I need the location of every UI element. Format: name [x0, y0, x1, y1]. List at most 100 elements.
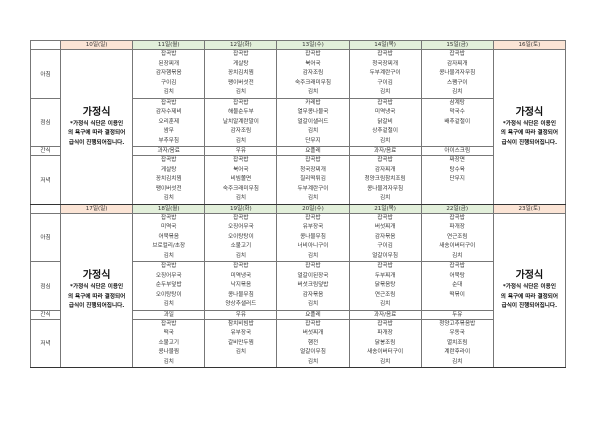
home-meal-title: 가정식: [82, 106, 111, 118]
meal-cell-snack: 두유: [420, 309, 494, 320]
meal-label: 간식: [29, 146, 62, 156]
menu-item: 낙지볶음: [230, 282, 252, 288]
menu-item: 꽁치김치찜: [227, 70, 254, 76]
menu-item: 김치: [235, 195, 246, 201]
menu-item: 팽이버섯전: [155, 185, 182, 192]
meal-cell-dinner: 잡곡밥 파개장 닭봉조림 새송이버터구이 김치: [348, 318, 422, 368]
meal-cell-lunch: 잡곡밥 미역냉국 낙지볶음 콩나물무침 양상추샐러드: [204, 261, 278, 311]
menu-item: 잡곡밥: [449, 51, 465, 57]
menu-item: 감자조림: [230, 128, 252, 134]
menu-item: 김치: [307, 301, 319, 307]
meal-label: 저녁: [29, 155, 62, 205]
meal-cell-snack: 과자/음료: [348, 309, 422, 320]
menu-item: 잡곡밥: [377, 99, 393, 106]
menu-item: 참치비빔밥: [227, 320, 254, 327]
home-meal-title: 가정식: [515, 270, 544, 281]
menu-item: 김치: [163, 89, 174, 95]
day-header: 19일(화): [204, 203, 278, 214]
menu-item: 상추겉절이: [372, 128, 398, 134]
menu-item: 어묵볶음: [158, 233, 180, 240]
meal-label: 점심: [29, 97, 62, 147]
meal-cell-dinner: 잡곡밥 버섯찌개 햄전 얼갈이무침 김치: [276, 318, 350, 368]
meal-cell-snack: 우유: [204, 146, 278, 156]
menu-item: 게살탕: [161, 166, 177, 173]
menu-item: 어묵탕: [449, 272, 465, 279]
menu-item: 북어국: [233, 166, 249, 173]
menu-item: 멸치조림: [446, 339, 468, 346]
menu-item: 잡곡밥: [305, 157, 321, 163]
menu-item: 숙주크래미무침: [222, 185, 259, 192]
menu-item: 콩나물무침: [227, 291, 254, 298]
menu-item: 김치: [163, 252, 174, 259]
meal-cell-breakfast: 잡곡밥 미역국 어묵볶음 브로컬리/초장 김치: [132, 212, 206, 262]
menu-item: 배추겉절이: [444, 118, 471, 125]
menu-item: 감자조림: [302, 70, 324, 76]
meal-row-dinner: 저녁 잡곡밥 게살탕 꽁치김치찜 팽이버섯전 김치 잡곡밥 북어국 비빔쫄면 숙주크래미무침 김치 잡…: [29, 155, 566, 205]
menu-item: 잡곡밥: [449, 263, 465, 269]
home-meal-note: 의 욕구에 따라 결정되어: [500, 130, 559, 136]
menu-item: 부추무침: [158, 137, 180, 144]
week-header-row: 17일(일) 18일(월) 19일(화) 20일(수) 21일(목) 22일(금) 23일(…: [29, 203, 567, 214]
menu-item: 버섯찌개: [302, 330, 324, 336]
meal-cell-dinner: 참치비빔밥 유부장국 갈비만두찜 김치: [204, 318, 278, 368]
meal-row-snack: 간식 과자/음료 우유 요플레 과자/음료 아이스크림: [29, 146, 566, 156]
menu-item: 김치: [452, 358, 463, 365]
menu-item: 청양크림참치조림: [364, 176, 406, 182]
meal-cell-breakfast: 잡곡밥 게살탕 꽁치김치찜 팽이버섯전 김치: [204, 49, 278, 99]
meal-cell-breakfast: 잡곡밥 유부장국 콩나물무침 너비아니구이 김치: [276, 212, 350, 262]
home-meal-note: 급식이 진행되어집니다.: [68, 303, 125, 309]
menu-item: 잡곡밥: [377, 157, 393, 163]
home-meal-note: 급식이 진행되어집니다.: [501, 139, 558, 146]
meal-label: 점심: [29, 261, 62, 311]
menu-item: 김치: [163, 301, 174, 307]
corner-cell: [29, 203, 62, 214]
meal-cell-dinner: 잡곡밥 청국장찌개 칠리떡튀김 두부계란구이 김치: [276, 155, 350, 205]
menu-item: 미역냉국: [230, 272, 252, 279]
meal-cell-dinner: 잡곡밥 북어국 비빔쫄면 숙주크래미무침 김치: [204, 155, 278, 205]
menu-item: 잡곡밥: [233, 99, 249, 106]
meal-cell-snack: 아이스크림: [420, 146, 494, 156]
day-header: 16일(토): [492, 40, 567, 50]
menu-item: 떡국: [163, 330, 174, 336]
menu-item: 열무콩나물국: [297, 109, 329, 115]
menu-item: 파개장: [449, 224, 465, 230]
day-header: 21일(목): [348, 203, 422, 214]
menu-item: [422, 137, 492, 146]
menu-item: 김치: [379, 301, 391, 307]
menu-item: [422, 127, 492, 137]
menu-item: 잡곡밥: [161, 320, 177, 327]
menu-item: 김치: [379, 137, 391, 144]
menu-item: 잡곡밥: [161, 263, 177, 269]
menu-item: 감자수제비: [155, 109, 182, 115]
menu-item: 떡볶이: [449, 291, 465, 298]
menu-item: 갈비만두찜: [227, 339, 254, 346]
day-header: 23일(토): [492, 203, 567, 214]
home-meal-note: *가정식 식단은 이용인: [502, 284, 556, 290]
menu-item: 김치: [379, 358, 391, 365]
meal-row-snack: 간식 과일 우유 요플레 과자/음료 두유: [29, 309, 566, 320]
menu-item: 게살탕: [233, 60, 249, 67]
meal-cell-snack: 과자/음료: [348, 146, 422, 156]
home-meal-note: 의 욕구에 따라 결정되어: [500, 293, 559, 300]
meal-label: 저녁: [29, 318, 62, 368]
menu-item: 두부찌개: [374, 272, 396, 279]
menu-item: 닭갈비: [377, 118, 393, 125]
home-meal-note: 급식이 진행되어집니다.: [501, 303, 558, 309]
meal-cell-snack: 우유: [204, 309, 278, 320]
menu-item: 김치: [452, 89, 463, 95]
menu-item: 유부장국: [230, 330, 252, 336]
menu-item: 김치: [307, 195, 319, 201]
week-header-row: 10일(일) 11일(월) 12일(화) 13일(수) 14일(목) 15일(금) 16일(…: [29, 40, 567, 50]
menu-item: 숙주크래미무침: [294, 79, 331, 86]
menu-item: 쌈무: [163, 128, 174, 134]
menu-item: 짜장면: [449, 157, 465, 163]
menu-item: 청국장찌개: [300, 166, 326, 173]
menu-item: 얼갈이무침: [300, 349, 326, 355]
day-header: 12일(화): [204, 40, 278, 50]
menu-item: [206, 358, 276, 367]
menu-item: 김치: [235, 252, 246, 259]
day-header: 11일(월): [132, 40, 206, 50]
menu-item: 콩나물겨자무침: [439, 70, 476, 76]
menu-item: 김치: [452, 252, 463, 259]
